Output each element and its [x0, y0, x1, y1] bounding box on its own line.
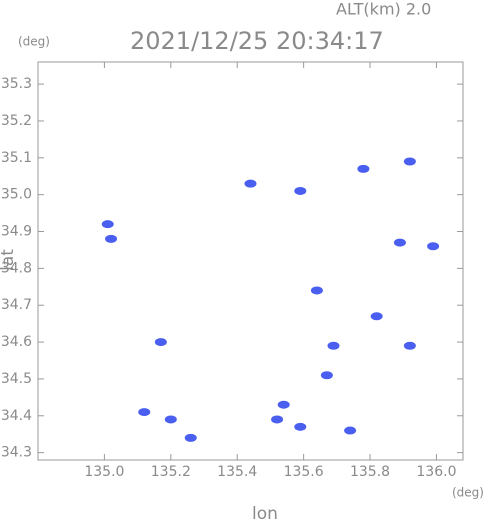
y-tick-label: 35.2 [1, 113, 32, 129]
y-tick-label: 34.4 [1, 408, 32, 424]
echo [244, 179, 257, 188]
plot-frame [37, 61, 464, 461]
echo [370, 312, 383, 321]
y-tick-label: 34.8 [1, 260, 32, 276]
y-tick-label: 35.1 [1, 150, 32, 166]
echo [101, 220, 114, 229]
echo [427, 242, 440, 251]
echo [184, 433, 197, 442]
y-unit: (deg) [18, 35, 50, 49]
echo [344, 426, 357, 435]
x-tick-label: 135.8 [350, 464, 390, 480]
echo [294, 186, 307, 195]
y-tick-label: 34.6 [1, 334, 32, 350]
echo [393, 238, 406, 247]
subtitle: ALT(km) 2.0 [336, 0, 431, 19]
echo [403, 157, 416, 166]
echo [357, 164, 370, 173]
chart-title: 2021/12/25 20:34:17 [130, 27, 384, 55]
x-tick-label: 135.0 [84, 464, 124, 480]
echo [403, 341, 416, 350]
y-tick-label: 34.5 [1, 371, 32, 387]
x-tick-label: 135.6 [284, 464, 324, 480]
echo [164, 415, 177, 424]
y-tick-label: 34.3 [1, 445, 32, 461]
x-unit: (deg) [452, 486, 484, 500]
echo [271, 415, 284, 424]
y-tick-label: 35.3 [1, 76, 32, 92]
x-tick-label: 135.2 [151, 464, 191, 480]
echo [294, 422, 307, 431]
echo [154, 338, 167, 347]
y-tick-label: 34.7 [1, 297, 32, 313]
y-tick-label: 34.9 [1, 224, 32, 240]
echo [105, 234, 118, 243]
echo [277, 400, 290, 409]
x-tick-label: 136.0 [416, 464, 456, 480]
echo [327, 341, 340, 350]
echo [310, 286, 323, 295]
echo [138, 408, 151, 417]
x-tick-label: 135.4 [217, 464, 257, 480]
echo [320, 371, 333, 380]
x-axis-label: lon [252, 504, 278, 521]
y-tick-label: 35.0 [1, 187, 32, 203]
y-axis-label: lat [0, 249, 18, 271]
